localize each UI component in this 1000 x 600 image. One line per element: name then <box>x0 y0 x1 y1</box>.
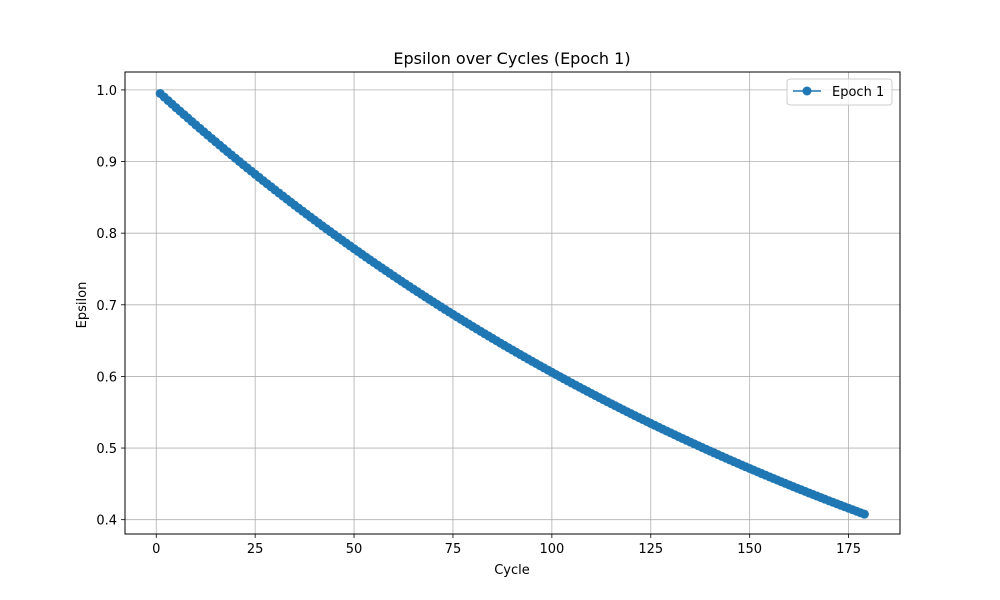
x-tick-label: 50 <box>346 542 363 557</box>
legend-label: Epoch 1 <box>832 85 884 100</box>
legend: Epoch 1 <box>786 78 893 106</box>
x-tick-label: 100 <box>539 542 564 557</box>
x-tick-label: 25 <box>247 542 264 557</box>
x-axis-label: Cycle <box>494 563 530 578</box>
y-tick-label: 0.5 <box>96 442 117 457</box>
y-tick-label: 0.7 <box>96 299 117 314</box>
y-tick-label: 0.9 <box>96 156 117 171</box>
y-tick-label: 0.8 <box>96 227 117 242</box>
legend-box <box>786 78 893 106</box>
series-layer <box>155 88 869 519</box>
x-tick-label: 125 <box>638 542 663 557</box>
x-tick-label: 0 <box>152 542 160 557</box>
y-axis-ticks: 0.4 0.5 0.6 0.7 0.8 0.9 1.0 <box>96 84 125 529</box>
y-tick-label: 1.0 <box>96 84 117 99</box>
y-axis-label: Epsilon <box>75 282 90 329</box>
data-point <box>859 509 869 519</box>
x-tick-label: 175 <box>836 542 861 557</box>
plot-frame <box>124 71 901 535</box>
x-axis-ticks: 0 25 50 75 100 125 150 175 <box>152 534 861 557</box>
y-tick-label: 0.6 <box>96 370 117 385</box>
chart-title: Epsilon over Cycles (Epoch 1) <box>393 49 630 68</box>
x-tick-label: 150 <box>737 542 762 557</box>
grid <box>125 72 900 534</box>
y-tick-label: 0.4 <box>96 514 117 529</box>
legend-marker <box>802 86 812 96</box>
x-tick-label: 75 <box>445 542 462 557</box>
